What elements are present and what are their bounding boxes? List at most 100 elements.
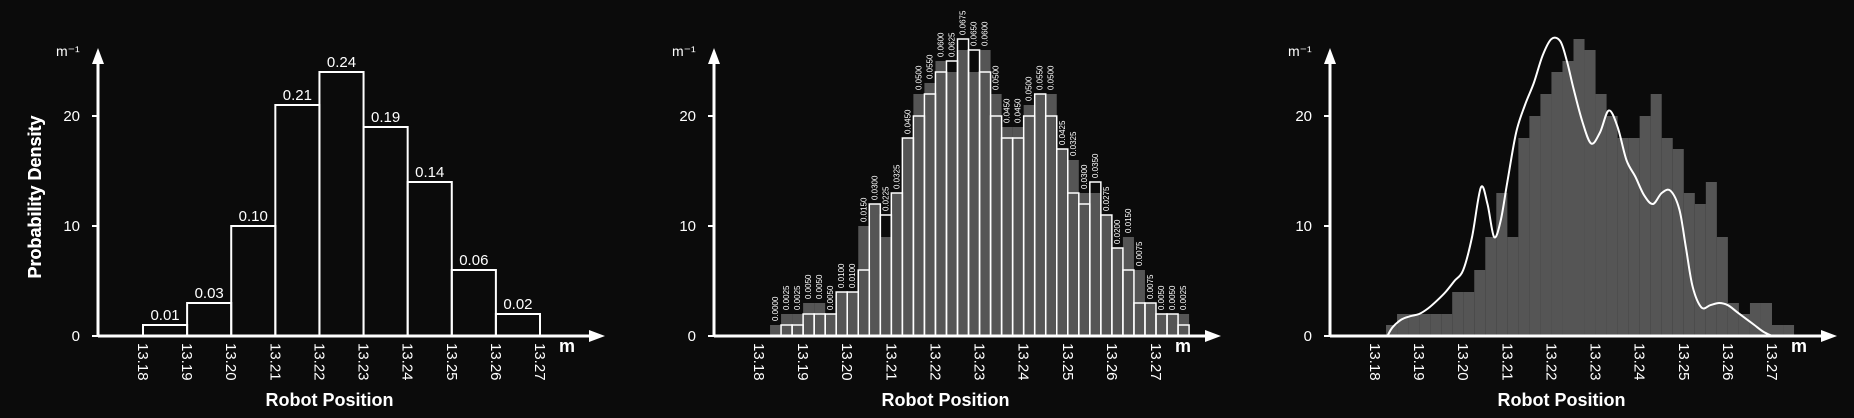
reference-bar — [946, 72, 958, 336]
histogram-bar — [1518, 138, 1530, 336]
bar-value-label: 0.0050 — [804, 274, 813, 299]
bar-value-label: 0.0150 — [859, 197, 868, 222]
x-tick-label: 13.19 — [794, 343, 811, 381]
histogram-bar — [1661, 138, 1673, 336]
reference-bar — [1078, 193, 1090, 336]
x-unit-label: m — [1175, 336, 1191, 356]
x-tick-label: 13.26 — [1103, 343, 1120, 381]
x-tick-label: 13.26 — [1719, 343, 1736, 381]
x-axis-title: Robot Position — [882, 390, 1010, 410]
bar-value-label: 0.21 — [283, 87, 312, 104]
bar-value-label: 0.0500 — [914, 65, 923, 90]
bar-value-label: 0.0275 — [1102, 186, 1111, 211]
reference-bar — [1034, 94, 1046, 336]
histogram-bar — [1474, 270, 1486, 336]
x-tick-label: 13.25 — [443, 343, 460, 381]
y-tick-label: 0 — [72, 328, 80, 345]
x-unit-label: m — [559, 336, 575, 356]
y-unit-label: m⁻¹ — [56, 43, 80, 59]
y-tick-label: 10 — [1295, 218, 1312, 235]
reference-bar — [1089, 193, 1101, 336]
histogram-bar — [1595, 94, 1607, 336]
reference-bar — [924, 83, 936, 336]
histogram-bar — [1727, 303, 1739, 336]
histogram-bar — [1760, 303, 1772, 336]
reference-bar — [836, 292, 848, 336]
histogram-bar — [1705, 182, 1717, 336]
x-tick-label: 13.18 — [1366, 343, 1383, 381]
x-tick-label: 13.24 — [1015, 343, 1032, 381]
x-tick-label: 13.23 — [355, 343, 372, 381]
bar-value-label: 0.0075 — [1135, 241, 1144, 266]
reference-bar — [1144, 303, 1156, 336]
histogram-bar — [1606, 116, 1618, 336]
y-unit-label: m⁻¹ — [672, 43, 696, 59]
reference-bar — [803, 303, 815, 336]
bar-value-label: 0.06 — [459, 252, 488, 269]
reference-bar — [1067, 160, 1079, 336]
bar-value-label: 0.0050 — [815, 274, 824, 299]
histogram-bar — [1540, 94, 1552, 336]
x-tick-label: 13.21 — [882, 343, 899, 381]
x-tick-label: 13.27 — [531, 343, 548, 381]
x-tick-label: 13.23 — [1587, 343, 1604, 381]
reference-bar — [902, 138, 914, 336]
x-tick-label: 13.25 — [1675, 343, 1692, 381]
x-tick-label: 13.20 — [222, 343, 239, 381]
x-tick-label: 13.18 — [134, 343, 151, 381]
x-axis-title: Robot Position — [266, 390, 394, 410]
bar-value-label: 0.0050 — [1168, 285, 1177, 310]
y-tick-label: 20 — [1295, 108, 1312, 125]
histogram-bar — [1419, 314, 1431, 336]
reference-bar — [913, 94, 925, 336]
histogram-bar — [1430, 314, 1442, 336]
bar-value-label: 0.0075 — [1146, 274, 1155, 299]
bar-value-label: 0.0200 — [1113, 219, 1122, 244]
reference-bar — [1156, 314, 1168, 336]
bar-value-label: 0.24 — [327, 54, 356, 71]
histogram-bar — [1496, 193, 1508, 336]
y-unit-label: m⁻¹ — [1288, 43, 1312, 59]
bar-value-label: 0.0025 — [782, 285, 791, 310]
x-tick-label: 13.21 — [1498, 343, 1515, 381]
bar-value-label: 0.0025 — [1179, 285, 1188, 310]
histogram-bar — [1584, 50, 1596, 336]
histogram-bar — [1441, 314, 1453, 336]
reference-bar — [858, 226, 870, 336]
x-tick-label: 13.21 — [266, 343, 283, 381]
bar-value-label: 0.0600 — [936, 32, 945, 57]
histogram-bar — [1529, 116, 1541, 336]
y-tick-label: 10 — [63, 218, 80, 235]
y-tick-label: 20 — [679, 108, 696, 125]
bar-value-label: 0.0225 — [881, 186, 890, 211]
bar-value-label: 0.0350 — [1091, 153, 1100, 178]
histogram-bar — [1749, 303, 1761, 336]
y-axis-title: Probability Density — [25, 115, 45, 278]
reference-bar — [1111, 248, 1123, 336]
bar-value-label: 0.0100 — [848, 263, 857, 288]
x-axis-arrow — [1821, 330, 1837, 342]
reference-bar — [1012, 127, 1024, 336]
x-tick-label: 13.22 — [926, 343, 943, 381]
y-axis-arrow — [92, 48, 104, 64]
x-axis-arrow — [1205, 330, 1221, 342]
reference-bar — [825, 314, 837, 336]
y-tick-label: 10 — [679, 218, 696, 235]
y-tick-label: 20 — [63, 108, 80, 125]
histogram-bar — [1628, 138, 1640, 336]
x-tick-label: 13.24 — [399, 343, 416, 381]
x-tick-label: 13.24 — [1631, 343, 1648, 381]
histogram-bar — [1783, 325, 1795, 336]
bar-value-label: 0.0625 — [947, 32, 956, 57]
x-tick-label: 13.18 — [750, 343, 767, 381]
x-tick-label: 13.22 — [1542, 343, 1559, 381]
bar-value-label: 0.0450 — [1014, 98, 1023, 123]
x-unit-label: m — [1791, 336, 1807, 356]
reference-bar — [869, 204, 881, 336]
x-tick-label: 13.19 — [178, 343, 195, 381]
bar-value-label: 0.0325 — [1069, 131, 1078, 156]
histogram-bar — [1694, 204, 1706, 336]
histogram-bar — [1716, 237, 1728, 336]
reference-bar — [814, 303, 826, 336]
